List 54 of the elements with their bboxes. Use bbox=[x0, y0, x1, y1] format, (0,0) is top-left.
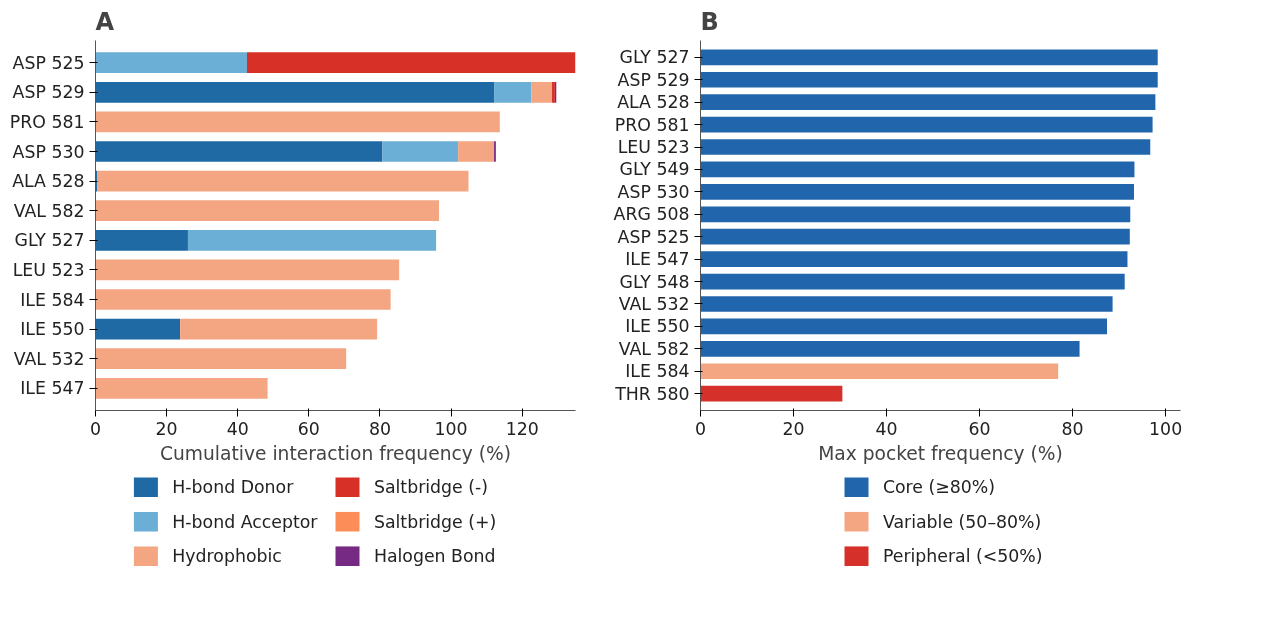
y-tick-label: GLY 527 bbox=[14, 230, 85, 251]
y-tick-label: ALA 528 bbox=[617, 92, 690, 113]
y-tick-label: GLY 549 bbox=[619, 159, 690, 180]
y-tick-label: VAL 582 bbox=[618, 338, 690, 359]
x-tick-label: 120 bbox=[505, 418, 539, 439]
y-tick-label: ASP 529 bbox=[617, 69, 690, 90]
y-tick-label: VAL 532 bbox=[13, 348, 85, 369]
y-tick-label: THR 580 bbox=[614, 383, 690, 404]
legend-label: Core (≥80%) bbox=[882, 477, 996, 498]
x-tick-label: 0 bbox=[694, 418, 707, 439]
y-tick-label: ALA 528 bbox=[12, 171, 85, 192]
y-tick-label: ILE 584 bbox=[20, 289, 85, 310]
legend-label: Peripheral (<50%) bbox=[882, 546, 1043, 567]
legend-label: H-bond Acceptor bbox=[172, 511, 319, 532]
y-tick-label: ILE 547 bbox=[625, 249, 690, 270]
y-tick-label: ASP 530 bbox=[617, 181, 690, 202]
y-tick-label: GLY 548 bbox=[619, 271, 690, 292]
x-axis-title: Max pocket frequency (%) bbox=[818, 442, 1063, 464]
x-tick-label: 80 bbox=[1061, 418, 1084, 439]
y-tick-label: ILE 550 bbox=[20, 319, 85, 340]
y-tick-label: ASP 530 bbox=[12, 141, 85, 162]
chart-title: B bbox=[700, 7, 719, 36]
chart-title: A bbox=[95, 7, 115, 36]
y-tick-label: ASP 525 bbox=[617, 226, 690, 247]
x-tick-label: 40 bbox=[226, 418, 249, 439]
x-tick-label: 20 bbox=[155, 418, 178, 439]
legend-label: Variable (50–80%) bbox=[882, 511, 1042, 532]
x-tick-label: 60 bbox=[968, 418, 991, 439]
y-tick-label: LEU 523 bbox=[617, 137, 690, 158]
legend-label: Hydrophobic bbox=[172, 546, 282, 567]
legend-label: Saltbridge (-) bbox=[373, 477, 489, 498]
y-tick-label: ILE 584 bbox=[625, 361, 690, 382]
x-tick-label: 80 bbox=[368, 418, 391, 439]
y-tick-label: VAL 582 bbox=[13, 200, 85, 221]
y-tick-label: PRO 581 bbox=[9, 111, 85, 132]
y-tick-label: ASP 529 bbox=[12, 82, 85, 103]
y-tick-label: ASP 525 bbox=[12, 52, 85, 73]
legend-label: Halogen Bond bbox=[373, 546, 496, 567]
y-tick-label: ILE 550 bbox=[625, 316, 690, 337]
legend-label: Saltbridge (+) bbox=[373, 511, 497, 532]
y-tick-label: ILE 547 bbox=[20, 378, 85, 399]
y-tick-label: ARG 508 bbox=[613, 204, 690, 225]
x-tick-label: 100 bbox=[434, 418, 468, 439]
legend-label: H-bond Donor bbox=[172, 477, 295, 498]
x-tick-label: 0 bbox=[89, 418, 102, 439]
x-tick-label: 40 bbox=[875, 418, 898, 439]
x-tick-label: 100 bbox=[1149, 418, 1183, 439]
y-tick-label: PRO 581 bbox=[614, 114, 690, 135]
y-tick-label: GLY 527 bbox=[619, 47, 690, 68]
y-tick-label: LEU 523 bbox=[12, 259, 85, 280]
y-tick-label: VAL 532 bbox=[618, 293, 690, 314]
x-tick-label: 60 bbox=[297, 418, 320, 439]
x-axis-title: Cumulative interaction frequency (%) bbox=[159, 442, 512, 464]
x-tick-label: 20 bbox=[782, 418, 805, 439]
